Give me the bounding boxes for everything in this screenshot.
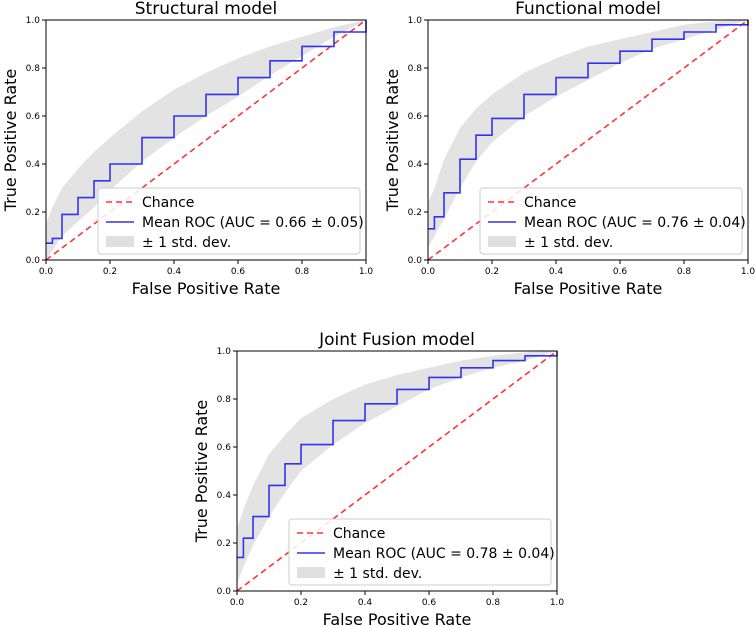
x-tick-label: 0.6 xyxy=(613,267,628,277)
x-tick-label: 0.2 xyxy=(294,598,308,608)
y-tick-label: 0.6 xyxy=(26,112,41,122)
legend-band-swatch xyxy=(106,236,134,247)
x-tick-label: 0.8 xyxy=(295,267,310,277)
axes-frame xyxy=(236,350,558,592)
chart-title: Structural model xyxy=(135,0,277,19)
mean-roc-line xyxy=(46,20,367,244)
std-band xyxy=(46,20,366,260)
x-tick-label: 1.0 xyxy=(550,598,565,608)
x-tick-label: 1.0 xyxy=(741,267,755,277)
legend-label: ± 1 std. dev. xyxy=(333,566,422,582)
y-axis-label: True Positive Rate xyxy=(192,400,211,544)
x-tick-label: 0.6 xyxy=(231,267,246,277)
chart-title: Functional model xyxy=(515,0,661,19)
y-tick-label: 0.2 xyxy=(26,208,40,218)
chance-line xyxy=(45,19,367,261)
mean-roc-line xyxy=(428,20,749,230)
y-axis-label: True Positive Rate xyxy=(1,69,20,213)
x-tick-label: 0.6 xyxy=(422,598,437,608)
legend-label: Chance xyxy=(142,195,194,211)
x-tick-label: 0.8 xyxy=(486,598,501,608)
legend-box xyxy=(288,518,552,586)
legend-band-swatch xyxy=(488,236,516,247)
x-tick-label: 0.2 xyxy=(485,267,499,277)
y-tick-label: 0.8 xyxy=(217,395,232,405)
y-tick-label: 1.0 xyxy=(217,347,232,357)
x-tick-label: 0.2 xyxy=(103,267,117,277)
y-tick-label: 0.4 xyxy=(408,160,423,170)
y-tick-label: 0.0 xyxy=(408,256,423,266)
chance-line xyxy=(236,350,558,592)
mean-roc-line xyxy=(237,351,558,559)
axes-frame xyxy=(427,19,749,261)
y-tick-label: 0.8 xyxy=(408,64,423,74)
legend-label: Chance xyxy=(524,195,576,211)
x-tick-label: 0.0 xyxy=(39,267,54,277)
y-tick-label: 0.4 xyxy=(217,491,232,501)
x-tick-label: 0.4 xyxy=(358,598,373,608)
y-tick-label: 0.0 xyxy=(26,256,41,266)
x-tick-label: 0.0 xyxy=(230,598,245,608)
x-tick-label: 0.4 xyxy=(549,267,564,277)
legend-band-swatch xyxy=(297,567,325,578)
legend-label: Mean ROC (AUC = 0.76 ± 0.04) xyxy=(524,215,746,231)
x-tick-label: 1.0 xyxy=(359,267,374,277)
y-axis-label: True Positive Rate xyxy=(383,69,402,213)
x-axis-label: False Positive Rate xyxy=(323,610,472,626)
x-tick-label: 0.8 xyxy=(677,267,692,277)
legend-box xyxy=(97,187,361,255)
legend-label: Chance xyxy=(333,526,385,542)
y-tick-label: 0.2 xyxy=(408,208,422,218)
y-tick-label: 1.0 xyxy=(26,16,41,26)
chart-title: Joint Fusion model xyxy=(318,330,475,350)
y-tick-label: 0.8 xyxy=(26,64,41,74)
y-tick-label: 0.6 xyxy=(408,112,423,122)
legend-label: ± 1 std. dev. xyxy=(524,235,613,251)
legend-label: Mean ROC (AUC = 0.78 ± 0.04) xyxy=(333,546,555,562)
chart-panel-2: 0.0 0.2 0.4 0.6 0.8 1.0 0.0 0.2 0.4 0.6 0.8 1.0 Func… xyxy=(383,0,755,298)
legend-label: ± 1 std. dev. xyxy=(142,235,231,251)
legend-label: Mean ROC (AUC = 0.66 ± 0.05) xyxy=(142,215,364,231)
x-axis-label: False Positive Rate xyxy=(132,279,281,298)
chart-panel-1: 0.0 0.2 0.4 0.6 0.8 1.0 0.0 0.2 0.4 0.6 0.8 1.0 Stru… xyxy=(1,0,373,298)
legend: Chance Mean ROC (AUC = 0.76 ± 0.04) ± 1 st… xyxy=(479,187,746,255)
std-band xyxy=(237,351,557,584)
axes-frame xyxy=(45,19,367,261)
chance-line xyxy=(427,19,749,261)
y-tick-label: 0.0 xyxy=(217,587,232,597)
y-tick-label: 1.0 xyxy=(408,16,423,26)
x-axis-label: False Positive Rate xyxy=(514,279,663,298)
legend-box xyxy=(479,187,743,255)
legend: Chance Mean ROC (AUC = 0.78 ± 0.04) ± 1 st… xyxy=(288,518,555,586)
x-tick-label: 0.0 xyxy=(421,267,436,277)
chart-panel-3: 0.0 0.2 0.4 0.6 0.8 1.0 0.0 0.2 0.4 0.6 0.8 1.0 Join… xyxy=(192,330,564,626)
y-tick-label: 0.4 xyxy=(26,160,41,170)
x-tick-label: 0.4 xyxy=(167,267,182,277)
y-tick-label: 0.6 xyxy=(217,443,232,453)
legend: Chance Mean ROC (AUC = 0.66 ± 0.05) ± 1 st… xyxy=(97,187,364,255)
y-tick-label: 0.2 xyxy=(217,539,231,549)
